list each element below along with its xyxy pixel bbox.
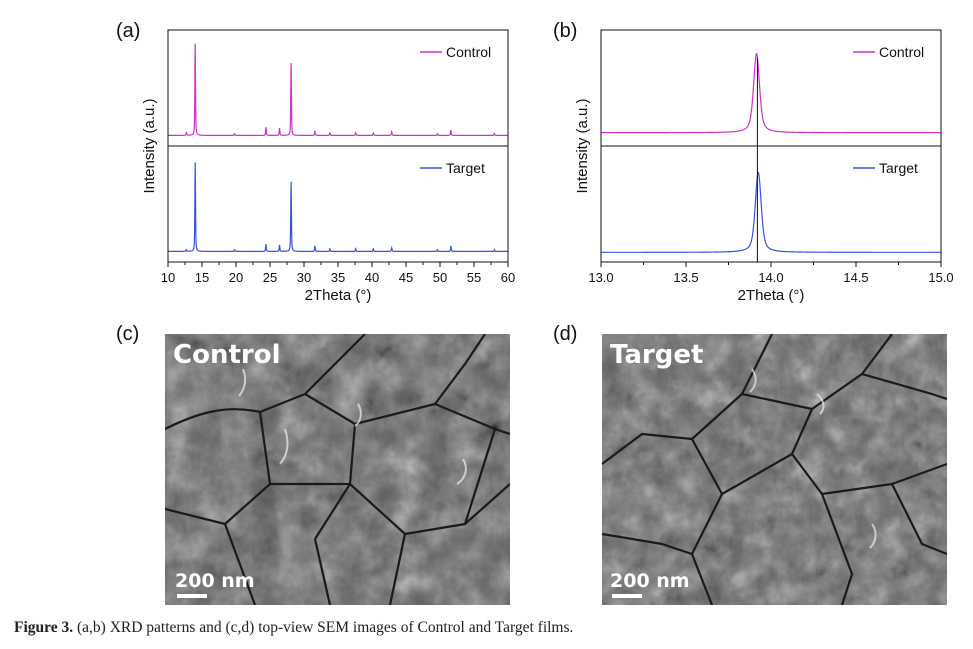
x-tick-label: 60	[501, 270, 515, 285]
x-tick-label: 10	[161, 270, 175, 285]
x-tick-label: 35	[331, 270, 345, 285]
legend-label-control: Control	[879, 44, 924, 60]
x-tick-label: 14.0	[758, 270, 783, 285]
series-line-control	[168, 43, 508, 137]
sem-image-control: Control 200 nm	[165, 334, 510, 605]
panel-letter-c: (c)	[116, 323, 140, 345]
xrd-chart-zoom: Control Target 13.0 13.5 14.0 14.5 15.0 2Theta …	[574, 29, 954, 304]
legend-label-target: Target	[879, 160, 918, 176]
xrd-chart-wide: Control Target 10 15 20 25 30 35 40 45 50 55 60 2Thet…	[141, 29, 515, 304]
sem-image-target: Target 200 nm	[602, 334, 947, 605]
panel-letter-a: (a)	[116, 20, 141, 42]
series-line-control	[601, 53, 941, 134]
y-axis-label: Intensity (a.u.)	[574, 98, 591, 193]
scale-bar	[177, 594, 207, 598]
x-tick-label: 25	[263, 270, 277, 285]
figure-caption: Figure 3. (a,b) XRD patterns and (c,d) t…	[14, 619, 573, 637]
x-tick-label: 45	[399, 270, 413, 285]
sem-label-target: Target	[610, 340, 704, 370]
x-tick-label: 20	[229, 270, 243, 285]
panel-letter-d: (d)	[553, 323, 578, 345]
x-axis-label: 2Theta (°)	[738, 287, 805, 304]
scale-bar	[612, 594, 642, 598]
scale-bar-label: 200 nm	[610, 570, 690, 592]
x-tick-label: 15	[195, 270, 209, 285]
x-tick-label: 13.5	[673, 270, 698, 285]
legend-label-control: Control	[446, 44, 491, 60]
panel-letter-b: (b)	[553, 20, 578, 42]
y-axis-label: Intensity (a.u.)	[141, 98, 158, 193]
x-tick-label: 50	[433, 270, 447, 285]
sem-texture	[602, 334, 947, 605]
x-tick-label: 55	[467, 270, 481, 285]
x-tick-label: 15.0	[928, 270, 953, 285]
sem-label-control: Control	[173, 340, 281, 370]
legend-label-target: Target	[446, 160, 485, 176]
series-line-target	[168, 162, 508, 253]
x-tick-label: 30	[297, 270, 311, 285]
scale-bar-label: 200 nm	[175, 570, 255, 592]
series-line-target	[601, 171, 941, 253]
x-tick-label: 13.0	[588, 270, 613, 285]
x-tick-label: 40	[365, 270, 379, 285]
x-tick-label: 14.5	[843, 270, 868, 285]
caption-lead: Figure 3.	[14, 619, 74, 636]
x-axis-label: 2Theta (°)	[305, 287, 372, 304]
caption-text: (a,b) XRD patterns and (c,d) top-view SE…	[73, 619, 574, 636]
sem-texture	[165, 334, 510, 605]
